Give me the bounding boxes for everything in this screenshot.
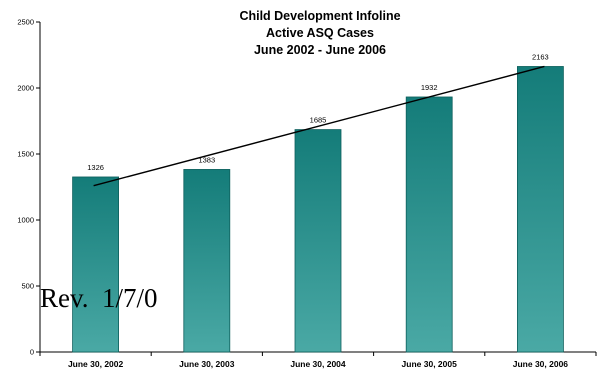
x-tick-label: June 30, 2003 — [179, 359, 235, 369]
trendline-group — [93, 65, 545, 187]
data-label: 1685 — [310, 116, 327, 125]
data-labels: 1326 1383 1685 1932 2163 — [87, 52, 548, 171]
bar — [294, 129, 342, 353]
chart-title-line-3: June 2002 - June 2006 — [253, 43, 387, 57]
tick-labels: 0 500 1000 1500 2000 2500 June 30, 2002 June 30… — [17, 18, 568, 370]
data-label: 1326 — [87, 163, 104, 172]
data-label: 1383 — [198, 155, 215, 164]
chart-title-line-1: Child Development Infoline — [239, 9, 401, 23]
bar — [72, 176, 119, 353]
data-label: 1932 — [421, 83, 438, 92]
chart-title-line-2: Active ASQ Cases — [266, 26, 374, 40]
bar — [517, 66, 564, 353]
revision-overlay-text: Rev. 1/7/0 — [40, 283, 158, 313]
y-tick-label: 1500 — [17, 150, 34, 159]
bar — [183, 169, 231, 353]
y-tick-label: 2000 — [17, 84, 34, 93]
x-tick-label: June 30, 2002 — [68, 359, 124, 369]
trendline — [93, 65, 545, 187]
y-tick-label: 500 — [21, 282, 34, 291]
y-tick-label: 0 — [30, 348, 34, 357]
y-tick-label: 2500 — [17, 18, 34, 27]
data-label: 2163 — [532, 52, 549, 61]
y-tick-label: 1000 — [17, 216, 34, 225]
x-tick-label: June 30, 2006 — [513, 359, 569, 369]
bars — [72, 66, 564, 353]
bar — [405, 96, 453, 353]
x-tick-label: June 30, 2005 — [402, 359, 458, 369]
x-tick-label: June 30, 2004 — [290, 359, 346, 369]
